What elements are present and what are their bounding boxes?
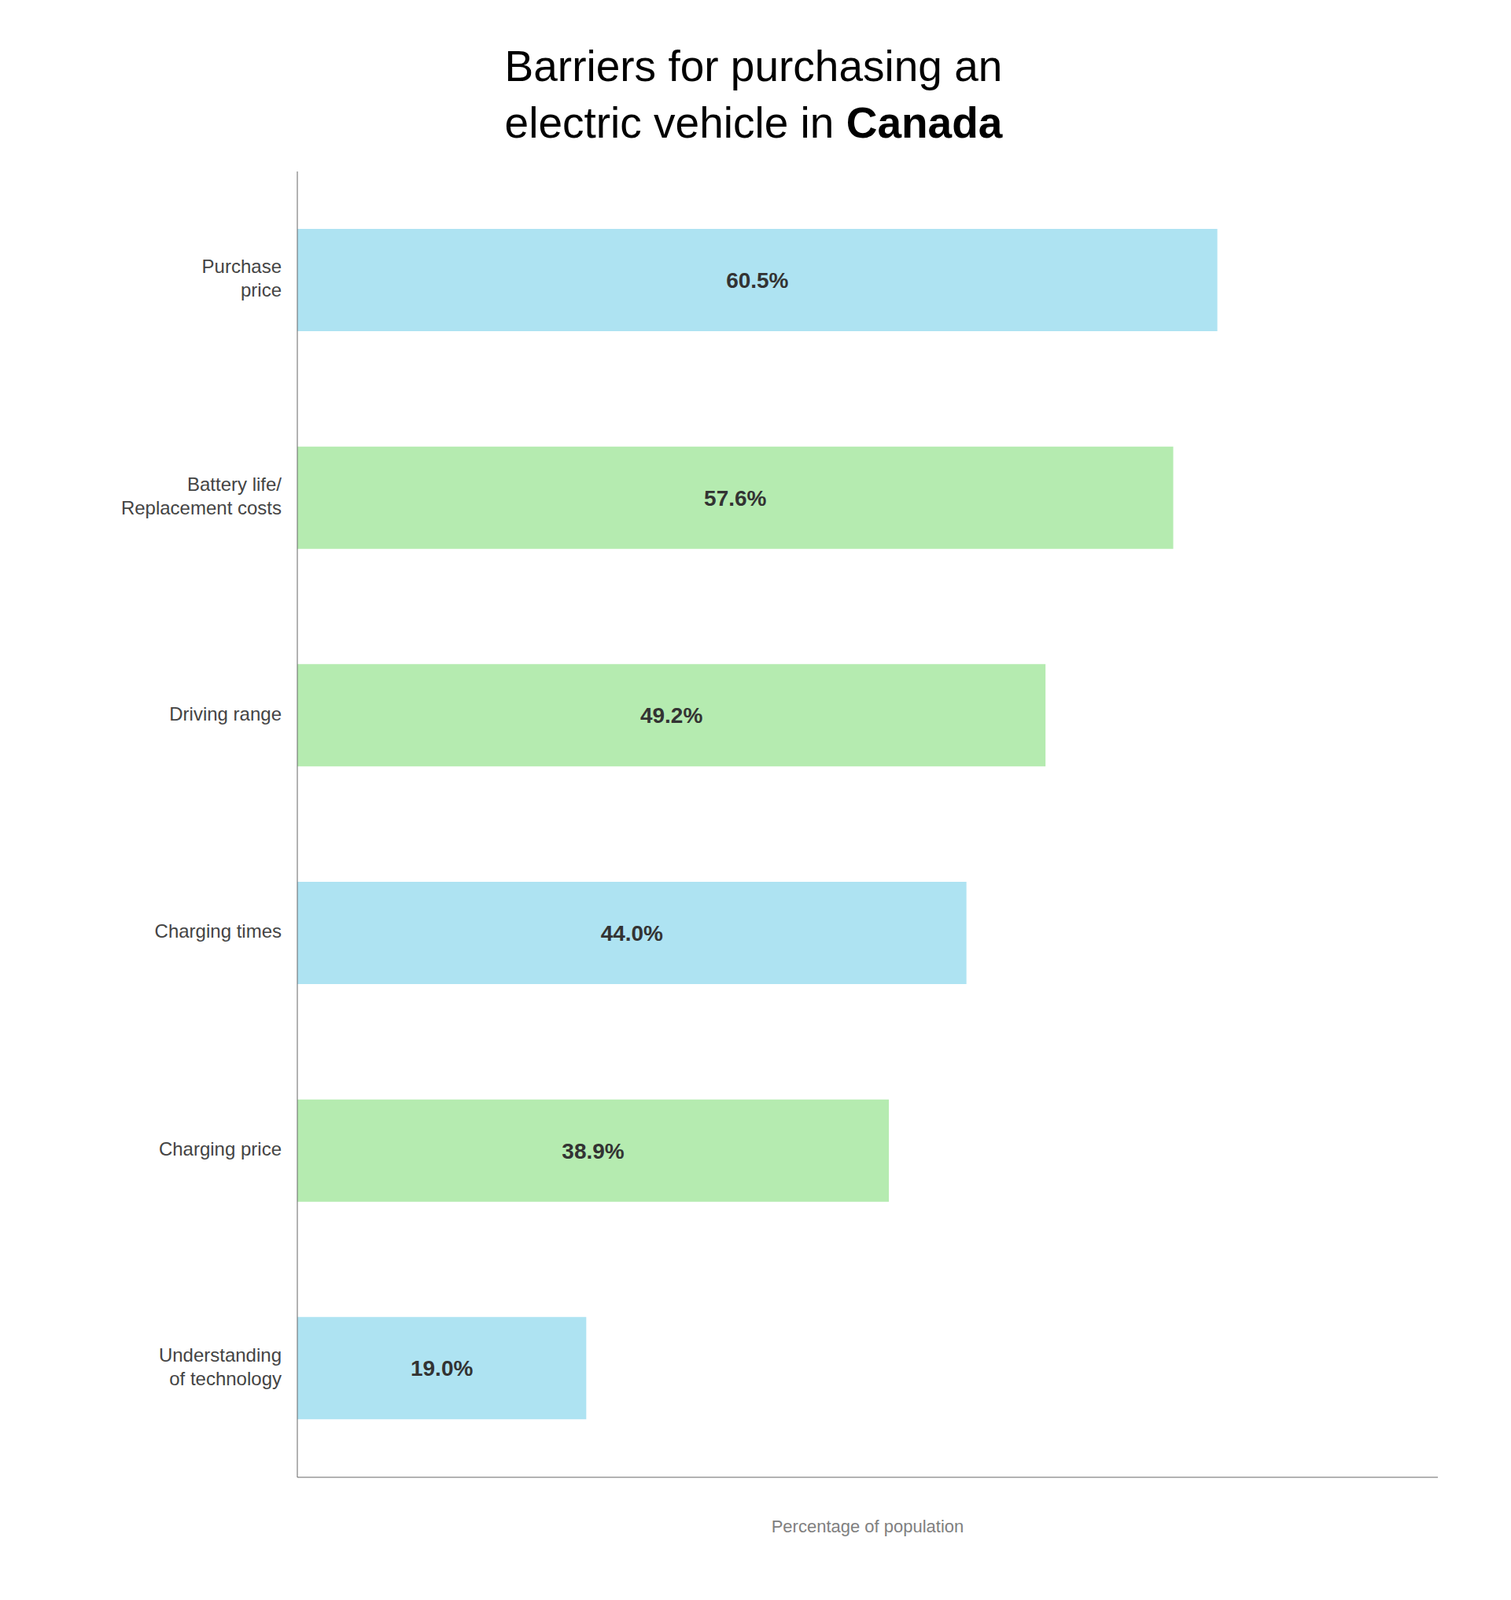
svg-text:Charging times: Charging times bbox=[154, 921, 282, 943]
svg-text:Purchaseprice: Purchaseprice bbox=[202, 256, 282, 302]
svg-text:38.9%: 38.9% bbox=[561, 1138, 624, 1164]
svg-text:19.0%: 19.0% bbox=[410, 1356, 473, 1381]
svg-text:Charging price: Charging price bbox=[158, 1138, 282, 1160]
svg-text:Understandingof technology: Understandingof technology bbox=[158, 1344, 282, 1390]
html-text:electric vehicle in Canada: electric vehicle in Canada bbox=[504, 98, 1003, 148]
svg-text:57.6%: 57.6% bbox=[703, 486, 767, 511]
svg-text:Battery life/Replacement costs: Battery life/Replacement costs bbox=[121, 473, 282, 519]
svg-text:Driving range: Driving range bbox=[169, 703, 282, 725]
svg-text:49.2%: 49.2% bbox=[640, 703, 703, 728]
html-text:Barriers for purchasing an: Barriers for purchasing an bbox=[504, 41, 1003, 91]
svg-text:Percentage of population: Percentage of population bbox=[771, 1516, 965, 1537]
svg-text:60.5%: 60.5% bbox=[726, 268, 789, 293]
svg-text:44.0%: 44.0% bbox=[600, 921, 664, 946]
